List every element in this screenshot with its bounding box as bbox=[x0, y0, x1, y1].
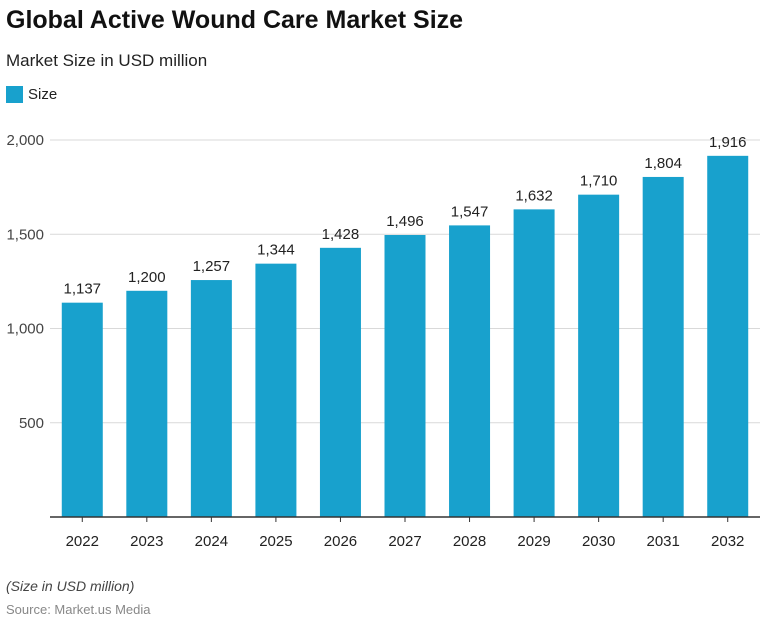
chart-title: Global Active Wound Care Market Size bbox=[6, 6, 464, 34]
bar bbox=[449, 225, 491, 517]
bar bbox=[707, 155, 749, 518]
bar bbox=[578, 194, 620, 518]
bar bbox=[190, 280, 232, 517]
y-tick-label: 1,500 bbox=[6, 226, 44, 243]
legend: Size bbox=[6, 86, 57, 103]
data-label: 1,804 bbox=[644, 155, 682, 172]
data-label: 1,496 bbox=[386, 213, 424, 230]
y-tick-label: 2,000 bbox=[6, 132, 44, 149]
bar bbox=[255, 263, 297, 517]
chart-subtitle: Market Size in USD million bbox=[6, 51, 208, 70]
x-tick-label: 2025 bbox=[259, 533, 292, 550]
data-label: 1,547 bbox=[451, 203, 489, 220]
x-tick-label: 2030 bbox=[582, 533, 615, 550]
y-tick-label: 500 bbox=[19, 415, 44, 432]
data-label: 1,916 bbox=[709, 134, 747, 151]
bar bbox=[513, 209, 555, 518]
data-label: 1,200 bbox=[128, 269, 166, 286]
x-tick-label: 2027 bbox=[388, 533, 421, 550]
chart-note: (Size in USD million) bbox=[6, 578, 135, 594]
x-tick-label: 2024 bbox=[195, 533, 228, 550]
x-tick-label: 2031 bbox=[646, 533, 679, 550]
data-label: 1,428 bbox=[322, 226, 360, 243]
x-tick-label: 2022 bbox=[66, 533, 99, 550]
data-label: 1,344 bbox=[257, 242, 295, 259]
bar bbox=[126, 290, 168, 517]
legend-label: Size bbox=[28, 86, 58, 103]
data-label: 1,632 bbox=[515, 187, 553, 204]
x-tick-label: 2026 bbox=[324, 533, 357, 550]
data-label: 1,137 bbox=[63, 281, 101, 298]
legend-swatch bbox=[6, 86, 23, 103]
bar bbox=[61, 302, 103, 517]
x-tick-label: 2032 bbox=[711, 533, 744, 550]
chart-source: Source: Market.us Media bbox=[6, 602, 151, 617]
y-tick-label: 1,000 bbox=[6, 321, 44, 338]
x-tick-label: 2023 bbox=[130, 533, 163, 550]
x-tick-label: 2029 bbox=[517, 533, 550, 550]
bar bbox=[384, 235, 426, 517]
x-tick-label: 2028 bbox=[453, 533, 486, 550]
bar bbox=[319, 247, 361, 517]
bar bbox=[642, 176, 684, 518]
data-label: 1,710 bbox=[580, 173, 618, 190]
data-label: 1,257 bbox=[193, 258, 231, 275]
